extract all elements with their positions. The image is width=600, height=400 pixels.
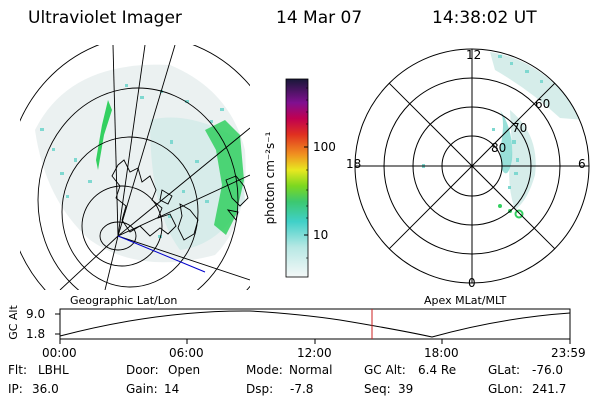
mlt-label-12: 12 [466, 48, 482, 62]
mlt-label-0: 0 [468, 276, 476, 290]
altitude-plot [55, 308, 571, 344]
geographic-map [20, 45, 250, 290]
colorbar [285, 78, 309, 278]
x-tick-1200: 12:00 [297, 346, 332, 360]
mlat-label-70: 70 [512, 121, 528, 135]
glat-value: -76.0 [532, 363, 564, 377]
altitude-curve [59, 310, 571, 338]
ip-value: 36.0 [32, 382, 59, 396]
door-value: Open [168, 363, 201, 377]
date-label: 14 Mar 07 [276, 8, 363, 28]
mlt-label-18: 18 [346, 157, 362, 171]
alt-tick-9: 9.0 [26, 307, 46, 321]
apex-caption: Apex MLat/MLT [424, 294, 507, 307]
auroral-arc-east [205, 120, 244, 235]
door-key: Door: [126, 363, 159, 377]
mode-key: Mode: [246, 363, 283, 377]
x-tick-0000: 00:00 [42, 346, 77, 360]
seq-value: 39 [398, 382, 414, 396]
coastlines [111, 159, 249, 241]
alt-tick-1-8: 1.8 [26, 327, 46, 341]
colorbar-scale [285, 78, 309, 278]
orbit-track [117, 235, 206, 273]
flt-value: LBHL [38, 363, 69, 377]
gain-key: Gain: [126, 382, 158, 396]
colorbar-tick-100: 100 [313, 140, 336, 154]
glon-key: GLon: [488, 382, 523, 396]
instrument-title: Ultraviolet Imager [28, 8, 182, 28]
gcalt-key: GC Alt: [364, 363, 406, 377]
polar-plot [354, 48, 590, 284]
x-tick-2359: 23:59 [551, 346, 586, 360]
ip-key: IP: [8, 382, 23, 396]
dsp-key: Dsp: [246, 382, 274, 396]
gcalt-value: 6.4 Re [418, 363, 457, 377]
x-tick-0600: 06:00 [169, 346, 204, 360]
gc-alt-axis-label: GC Alt [6, 305, 20, 340]
mode-value: Normal [289, 363, 333, 377]
auroral-arc-west [96, 100, 112, 170]
dsp-value: -7.8 [290, 382, 314, 396]
x-tick-1800: 18:00 [424, 346, 459, 360]
geographic-caption: Geographic Lat/Lon [70, 294, 178, 307]
mlat-label-60: 60 [535, 97, 551, 111]
mlt-label-6: 6 [578, 157, 586, 171]
colorbar-tick-10: 10 [313, 228, 329, 242]
colorbar-unit-label: photon cm⁻²s⁻¹ [263, 131, 277, 225]
mlat-label-80: 80 [491, 141, 507, 155]
seq-key: Seq: [364, 382, 391, 396]
glat-key: GLat: [488, 363, 521, 377]
time-label: 14:38:02 UT [432, 8, 537, 28]
gain-value: 14 [164, 382, 180, 396]
glon-value: 241.7 [532, 382, 567, 396]
flt-key: Flt: [8, 363, 27, 377]
